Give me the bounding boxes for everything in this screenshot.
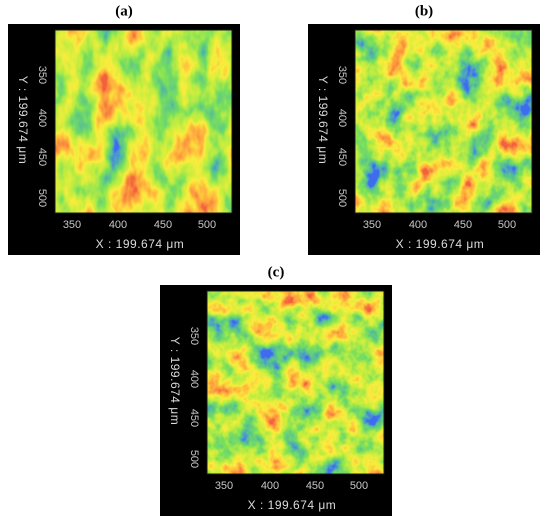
y-tick-label: 500 bbox=[36, 189, 48, 207]
x-tick-label: 450 bbox=[454, 219, 472, 231]
surface-shade bbox=[54, 29, 233, 214]
x-tick-label: 350 bbox=[363, 219, 381, 231]
x-tick-label: 450 bbox=[154, 219, 172, 231]
x-tick-label: 400 bbox=[409, 219, 427, 231]
y-tick-label: 350 bbox=[188, 327, 200, 345]
x-tick-label: 500 bbox=[498, 219, 516, 231]
panel: 350 400 450 500 350 400 450 500 Y : 199.674 μm X … bbox=[160, 285, 392, 516]
x-tick-label: 350 bbox=[215, 480, 233, 492]
panel-label: (b) bbox=[415, 3, 433, 19]
panel: 350 400 450 500 350 400 450 500 Y : 199.674 μm X … bbox=[8, 24, 240, 255]
x-tick-label: 500 bbox=[350, 480, 368, 492]
surface-image bbox=[207, 291, 384, 474]
y-axis-label: Y : 199.674 μm bbox=[168, 337, 182, 425]
x-tick-label: 350 bbox=[63, 219, 81, 231]
x-axis-label: X : 199.674 μm bbox=[96, 237, 185, 251]
panel-label: (a) bbox=[115, 3, 133, 19]
y-axis-label: Y : 199.674 μm bbox=[316, 76, 330, 164]
surface-image bbox=[355, 30, 532, 213]
y-tick-label: 400 bbox=[188, 370, 200, 388]
panel-label: (c) bbox=[268, 264, 285, 280]
y-tick-label: 400 bbox=[336, 109, 348, 127]
x-tick-label: 400 bbox=[109, 219, 127, 231]
x-tick-label: 500 bbox=[198, 219, 216, 231]
y-tick-label: 500 bbox=[188, 450, 200, 468]
y-tick-label: 450 bbox=[188, 409, 200, 427]
y-tick-label: 350 bbox=[336, 66, 348, 84]
y-tick-label: 350 bbox=[36, 66, 48, 84]
panel: 350 400 450 500 350 400 450 500 Y : 199.674 μm X … bbox=[308, 24, 540, 255]
y-axis-label: Y : 199.674 μm bbox=[16, 76, 30, 164]
y-tick-label: 450 bbox=[336, 148, 348, 166]
surface-image bbox=[55, 30, 232, 213]
x-tick-label: 450 bbox=[306, 480, 324, 492]
x-tick-label: 400 bbox=[261, 480, 279, 492]
surface-shade bbox=[354, 29, 533, 214]
y-tick-label: 400 bbox=[36, 109, 48, 127]
x-axis-label: X : 199.674 μm bbox=[248, 498, 337, 512]
y-tick-label: 450 bbox=[36, 148, 48, 166]
surface-shade bbox=[206, 290, 385, 475]
y-tick-label: 500 bbox=[336, 189, 348, 207]
x-axis-label: X : 199.674 μm bbox=[396, 237, 485, 251]
